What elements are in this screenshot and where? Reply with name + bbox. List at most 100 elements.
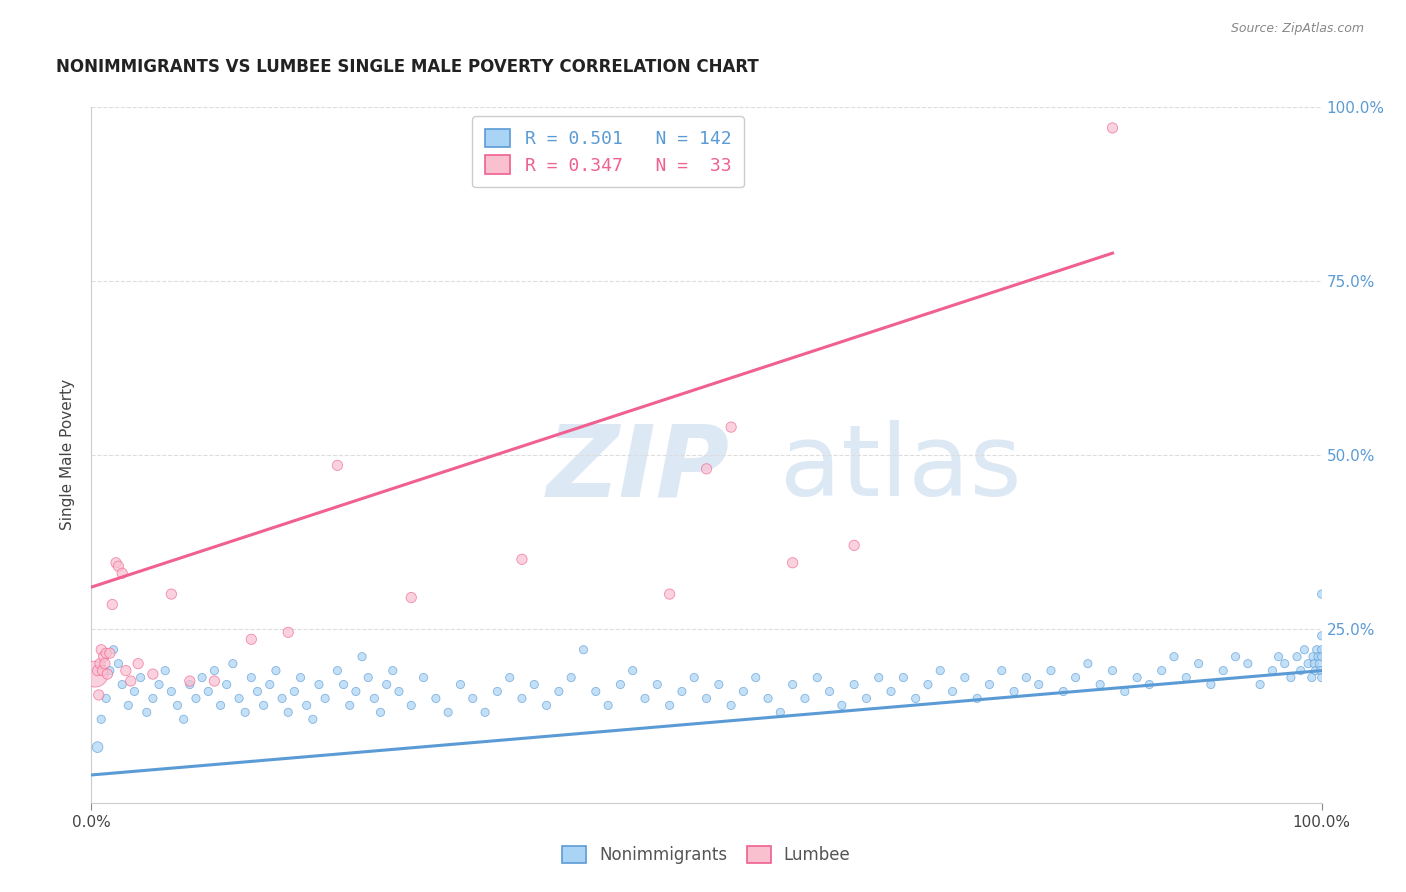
Point (87, 688, 110, 702)
Point (86, 740, 108, 755)
Point (363, 691, 385, 706)
Point (94, 657, 117, 671)
Point (107, 657, 129, 671)
Point (745, 671, 768, 685)
Point (523, 677, 546, 691)
Point (609, 677, 631, 691)
Point (107, 559, 129, 574)
Point (96, 646, 117, 660)
Point (1077, 657, 1099, 671)
Point (142, 691, 165, 706)
Point (375, 677, 398, 691)
Point (536, 698, 558, 713)
Point (1309, 664, 1331, 678)
Point (264, 664, 287, 678)
Point (148, 677, 170, 691)
Point (124, 684, 146, 698)
Point (301, 712, 323, 726)
Point (127, 657, 149, 671)
Point (1028, 677, 1050, 691)
Point (891, 671, 914, 685)
Point (634, 691, 657, 706)
Point (308, 677, 330, 691)
Point (228, 691, 250, 706)
Point (868, 671, 890, 685)
Point (160, 587, 183, 601)
Point (966, 691, 988, 706)
Text: atlas: atlas (780, 420, 1022, 517)
Point (425, 691, 447, 706)
Point (114, 664, 138, 678)
Point (412, 671, 434, 685)
Point (1279, 671, 1302, 685)
Point (842, 677, 865, 691)
Text: Source: ZipAtlas.com: Source: ZipAtlas.com (1230, 22, 1364, 36)
Point (1274, 657, 1296, 671)
Point (904, 691, 927, 706)
Point (1308, 657, 1330, 671)
Point (222, 657, 245, 671)
Point (191, 671, 214, 685)
Point (720, 698, 742, 713)
Point (1305, 664, 1327, 678)
Point (135, 706, 157, 720)
Point (1126, 671, 1149, 685)
Point (1237, 657, 1260, 671)
Point (1305, 642, 1327, 657)
Point (1294, 642, 1316, 657)
Point (1310, 587, 1333, 601)
Point (929, 664, 952, 678)
Point (370, 706, 392, 720)
Point (339, 698, 361, 713)
Point (381, 664, 404, 678)
Point (1150, 664, 1173, 678)
Point (953, 671, 976, 685)
Point (90, 642, 112, 657)
Point (129, 671, 152, 685)
Point (695, 691, 717, 706)
Point (290, 671, 312, 685)
Point (209, 698, 232, 713)
Point (621, 664, 644, 678)
Point (160, 684, 183, 698)
Point (344, 684, 367, 698)
Point (259, 677, 281, 691)
Point (98, 664, 121, 678)
Point (782, 556, 804, 570)
Point (1052, 684, 1074, 698)
Point (437, 706, 460, 720)
Point (277, 706, 299, 720)
Point (103, 642, 125, 657)
Point (585, 684, 607, 698)
Point (1101, 664, 1123, 678)
Point (671, 684, 693, 698)
Point (917, 677, 939, 691)
Point (1163, 649, 1185, 664)
Point (979, 677, 1001, 691)
Point (547, 684, 569, 698)
Point (572, 642, 595, 657)
Point (1302, 649, 1324, 664)
Point (326, 664, 349, 678)
Text: ZIP: ZIP (547, 420, 730, 517)
Point (1139, 677, 1161, 691)
Point (793, 691, 815, 706)
Point (277, 625, 299, 640)
Point (1187, 657, 1209, 671)
Point (86, 664, 108, 678)
Point (246, 684, 269, 698)
Point (117, 698, 139, 713)
Point (179, 677, 201, 691)
Point (93, 649, 115, 664)
Point (733, 684, 755, 698)
Point (202, 664, 225, 678)
Point (658, 587, 681, 601)
Point (1261, 664, 1284, 678)
Point (806, 671, 828, 685)
Point (101, 598, 124, 612)
Point (818, 684, 841, 698)
Point (111, 566, 134, 581)
Point (253, 698, 276, 713)
Point (756, 691, 779, 706)
Point (295, 698, 318, 713)
